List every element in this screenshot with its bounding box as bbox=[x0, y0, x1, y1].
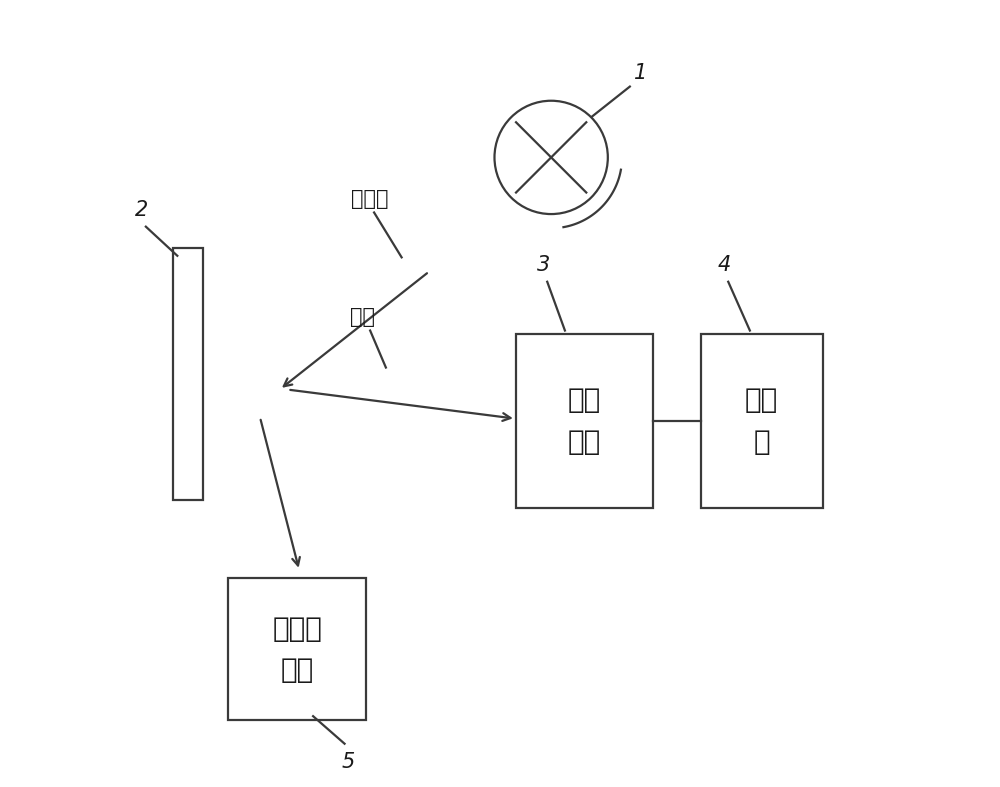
Text: 计算
机: 计算 机 bbox=[745, 386, 778, 456]
Text: 1: 1 bbox=[634, 63, 647, 83]
Text: 药光亮
度计: 药光亮 度计 bbox=[272, 615, 322, 684]
Text: 5: 5 bbox=[342, 752, 355, 771]
Bar bbox=[228, 578, 366, 720]
Text: 2: 2 bbox=[135, 201, 149, 220]
Bar bbox=[516, 334, 653, 508]
Bar bbox=[173, 248, 203, 500]
Text: 4: 4 bbox=[718, 256, 731, 275]
Text: 紫外光: 紫外光 bbox=[351, 189, 389, 209]
Bar bbox=[701, 334, 823, 508]
Text: 工业
相机: 工业 相机 bbox=[568, 386, 601, 456]
Text: 药光: 药光 bbox=[350, 307, 375, 327]
Text: 3: 3 bbox=[537, 256, 550, 275]
